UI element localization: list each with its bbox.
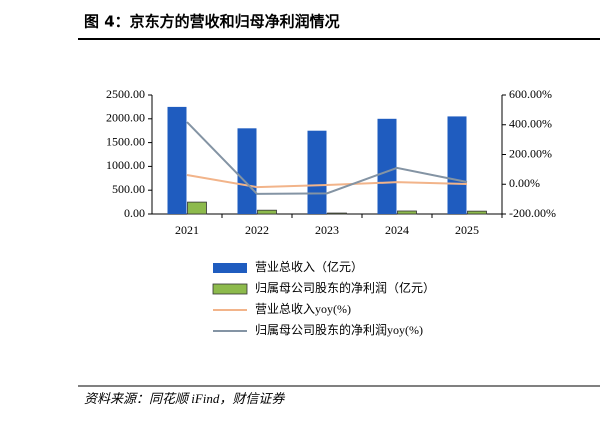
bar [377,118,397,214]
y-tick-label: 1000.00 [106,158,145,172]
bar [167,106,187,214]
y-tick-label: 500.00 [112,182,145,196]
x-tick-label: 2024 [385,223,409,237]
x-tick-label: 2021 [175,223,199,237]
source: 资料来源：同花顺 iFind，财信证券 [84,391,285,406]
y2-tick-label: 400.00% [509,117,552,131]
line [186,121,468,195]
x-tick-label: 2022 [245,223,269,237]
legend-label: 归属母公司股东的净利润yoy(%) [255,322,423,337]
bar [307,130,327,214]
bar [257,209,277,215]
legend-label: 营业总收入（亿元） [255,259,363,274]
y-tick-label: 0.00 [124,206,145,220]
bar [397,210,417,215]
bar [327,212,347,215]
y2-tick-label: 200.00% [509,146,552,160]
y-tick-label: 1500.00 [106,134,145,148]
x-tick-label: 2023 [315,223,339,237]
legend-swatch [213,263,247,273]
y2-tick-label: 0.00% [509,176,540,190]
x-tick-label: 2025 [455,223,479,237]
chart-title: 图 4：京东方的营收和归母净利润情况 [84,13,340,31]
legend-label: 营业总收入yoy(%) [255,302,351,316]
bar [237,128,257,214]
line [186,174,468,189]
bar [467,210,487,215]
bar [187,201,207,215]
legend-swatch [212,283,248,295]
y2-tick-label: -200.00% [509,206,556,220]
bar [447,116,467,214]
y2-tick-label: 600.00% [509,87,552,101]
legend-label: 归属母公司股东的净利润（亿元） [255,280,435,295]
y-tick-label: 2500.00 [106,87,145,101]
y-tick-label: 2000.00 [106,111,145,125]
